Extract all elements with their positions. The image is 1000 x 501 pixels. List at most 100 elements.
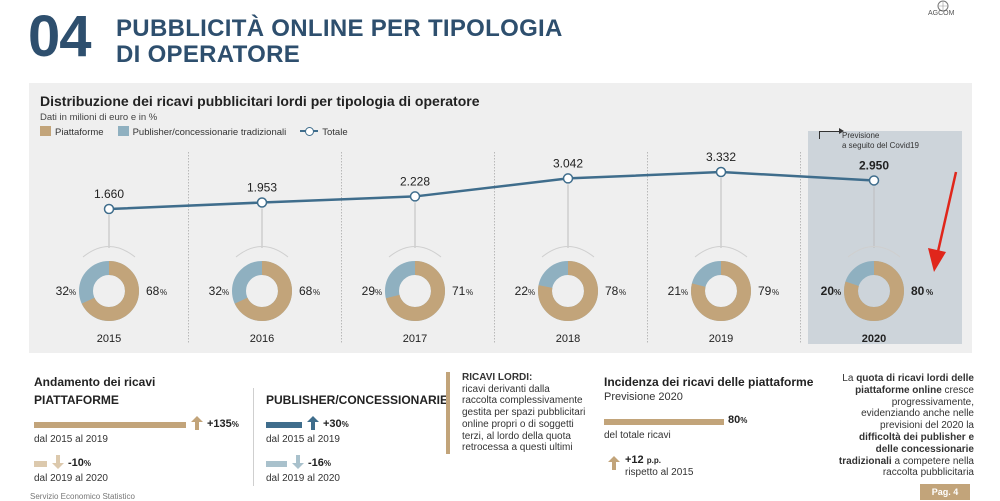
section-number: 04 [28,4,92,69]
legend-line-total [300,126,319,136]
connector-arc [235,246,289,258]
forecast-note: Previsione a seguito del Covid19 [842,131,919,150]
publisher-up-bar [266,422,302,428]
legend-item-platforms: Piattaforme [40,126,104,138]
total-series-line [108,170,875,211]
publisher-up-pct: +30% [323,418,349,430]
connector-arc [388,246,442,258]
agcom-logo-icon [937,0,949,12]
forecast-pointer-icon [819,128,844,139]
divider [253,388,254,486]
platform-share-label: 80 [911,284,925,298]
platform-share-label: 68 [299,284,313,298]
pp-desc: rispetto al 2015 [625,467,694,478]
platform-share-unit: % [466,288,473,297]
piattaforme-label: PIATTAFORME [34,393,119,407]
total-point [562,173,574,184]
legend-item-total: Totale [300,126,348,138]
pp-value: +12 p.p. [625,454,661,466]
year-label: 2020 [862,333,886,345]
conclusion-note: La quota di ricavi lordi delle piattafor… [838,373,974,479]
platform-share-unit: % [619,288,626,297]
platform-share-label: 79 [758,284,772,298]
arrow-down-icon [52,455,64,469]
platform-share-label: 68 [146,284,160,298]
ricavi-title: RICAVI LORDI: [462,372,533,383]
piattaforme-down-bar [34,461,47,467]
title-line-1: PUBBLICITÀ ONLINE PER TIPOLOGIA [116,15,563,42]
publisher-share-unit: % [375,288,382,297]
ricavi-text: ricavi derivanti dalla raccolta compless… [462,383,586,454]
publisher-share-unit: % [834,288,841,297]
donut-slice-platforms [385,261,445,321]
piattaforme-up-period: dal 2015 al 2019 [34,434,108,445]
page-number: Pag. 4 [920,484,970,500]
total-point [256,197,268,208]
publisher-down-pct: -16% [308,457,332,469]
publisher-share-label: 21 [668,284,682,298]
publisher-down-bar [266,461,287,467]
footer-source: Servizio Economico Statistico [30,492,135,501]
total-value-label: 3.042 [553,156,583,170]
arrow-up-icon [307,416,319,430]
publisher-label: PUBLISHER/CONCESSIONARIE [266,393,449,407]
total-value-label: 1.660 [94,187,124,201]
donut-slice-platforms [844,261,904,321]
total-point [409,191,421,202]
publisher-share-unit: % [681,288,688,297]
platform-share-unit: % [160,288,167,297]
connector-arc [82,246,136,258]
connector-arc [541,246,595,258]
incidenza-pct: 80% [728,414,748,426]
piattaforme-down-period: dal 2019 al 2020 [34,473,108,484]
publisher-share-label: 20 [821,284,835,298]
year-label: 2015 [97,333,121,345]
donut-slice-platforms [232,261,292,321]
piattaforme-up-bar [34,422,186,428]
total-value-label: 2.950 [859,158,889,172]
arrow-up-icon [608,456,620,470]
publisher-share-label: 32 [56,284,70,298]
incidenza-title: Incidenza dei ricavi delle piattaforme [604,375,814,389]
platform-share-label: 78 [605,284,619,298]
incidenza-subtitle: Previsione 2020 [604,391,683,403]
chart-subtitle: Dati in milioni di euro e in % [40,112,158,123]
publisher-share-label: 22 [515,284,529,298]
agcom-logo-text: AGCOM [928,10,955,17]
page-title: PUBBLICITÀ ONLINE PER TIPOLOGIA DI OPERA… [116,16,563,68]
platform-share-unit: % [926,288,933,297]
year-label: 2019 [709,333,733,345]
total-point [868,175,880,186]
platform-share-unit: % [313,288,320,297]
andamento-title: Andamento dei ricavi [34,375,156,389]
platform-share-unit: % [772,288,779,297]
arrow-down-icon [292,455,304,469]
year-label: 2018 [556,333,580,345]
chart-title: Distribuzione dei ricavi pubblicitari lo… [40,93,480,109]
chart-legend: Piattaforme Publisher/concessionarie tra… [40,126,348,138]
publisher-share-label: 29 [362,284,376,298]
total-point [103,203,115,215]
incidenza-desc: del totale ricavi [604,430,671,441]
publisher-share-unit: % [528,288,535,297]
year-label: 2017 [403,333,427,345]
red-arrow-shaft [935,171,958,257]
incidenza-bar [604,419,724,425]
publisher-up-period: dal 2015 al 2019 [266,434,340,445]
publisher-share-label: 32 [209,284,223,298]
platform-share-label: 71 [452,284,466,298]
publisher-down-period: dal 2019 al 2020 [266,473,340,484]
total-value-label: 1.953 [247,181,277,195]
connector-arc [847,246,901,258]
arrow-up-icon [191,416,203,430]
legend-item-publishers: Publisher/concessionarie tradizionali [117,126,286,138]
legend-swatch-platforms [40,126,51,136]
total-point [715,166,727,178]
connector-arc [694,246,748,258]
red-arrow-icon [928,248,946,272]
year-label: 2016 [250,333,274,345]
total-value-label: 2.228 [400,174,430,188]
donut-slice-platforms [538,261,598,321]
donut-slice-platforms [691,261,751,321]
